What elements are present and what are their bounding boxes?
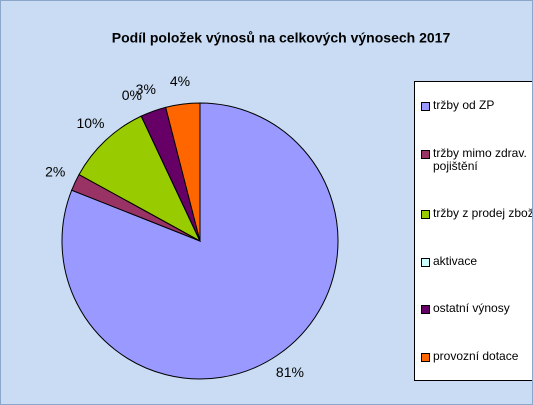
legend-label: ostatní výnosy — [433, 301, 510, 316]
legend-label: tržby od ZP — [433, 98, 495, 113]
data-label: 2% — [45, 164, 65, 180]
legend-label: provozní dotace — [433, 348, 519, 363]
legend-swatch — [421, 305, 430, 315]
data-label: 0% — [122, 87, 142, 103]
data-label: 10% — [76, 115, 104, 131]
legend-label: tržby mimo zdrav. pojištění — [433, 145, 527, 173]
legend-swatch — [421, 257, 430, 267]
legend-entry: aktivace — [421, 253, 532, 268]
legend-label: aktivace — [433, 253, 478, 268]
legend-swatch — [421, 210, 430, 220]
legend-swatch — [421, 102, 430, 112]
pie-slice — [165, 102, 201, 242]
legend-entry: tržby z prodej zboží — [421, 206, 533, 221]
pie-slice — [78, 115, 202, 243]
data-label: 4% — [170, 73, 190, 89]
legend-label: tržby z prodej zboží — [433, 206, 533, 221]
legend-entry: ostatní výnosy — [421, 301, 532, 316]
legend-swatch — [421, 352, 430, 362]
legend: tržby od ZP tržby mimo zdrav. pojištění tr… — [414, 81, 533, 381]
legend-entry: tržby od ZP — [421, 98, 532, 113]
legend-swatch — [421, 149, 430, 159]
legend-entry: tržby mimo zdrav. pojištění — [421, 145, 532, 173]
data-label: 3% — [136, 81, 156, 97]
chart-title: Podíl položek výnosů na celkových výnose… — [112, 30, 451, 46]
data-label: 81% — [276, 364, 304, 380]
legend-entry: provozní dotace — [421, 348, 532, 363]
